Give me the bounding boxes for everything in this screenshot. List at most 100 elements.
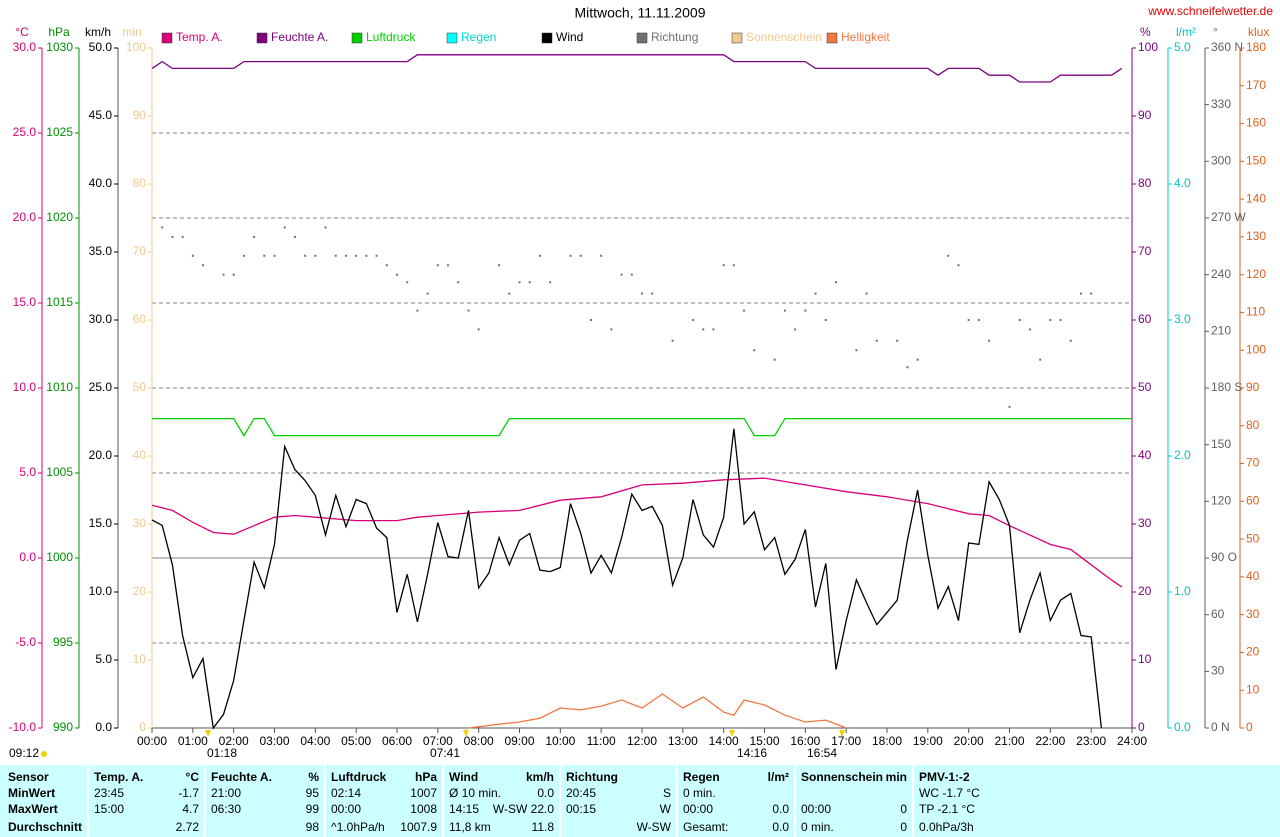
direction-dot [467,309,470,312]
series-line [152,417,1132,437]
direction-dot [1039,358,1042,361]
axis-tick-label: 90 O [1211,550,1237,564]
axis-tick-label: 70 [133,244,147,258]
direction-dot [171,235,174,238]
direction-dot [416,309,419,312]
axis-tick-label: 70 [1138,244,1152,258]
annotation-marker [205,730,211,737]
table-cell: MaxWert [8,802,58,816]
direction-dot [671,339,674,342]
direction-dot [824,319,827,321]
table-cell: hPa [415,770,437,784]
table-cell: Wind [449,770,478,784]
axis-tick-label: 0.0 [95,720,112,734]
axis-tick-label: 20.0 [13,210,37,224]
axis-tick-label: 10 [1246,682,1260,696]
legend-swatch [351,32,363,44]
table-cell: 0.0 [772,802,789,816]
axis-tick-label: 60 [133,312,147,326]
table-cell: 1008 [410,802,437,816]
x-tick-label: 09:00 [504,734,534,748]
table-cell: Gesamt: [683,820,728,834]
axis-tick-label: 30 [1211,664,1225,678]
axis-tick-label: 995 [53,635,73,649]
direction-dot [875,339,878,342]
axis-tick-label: 70 [1246,456,1260,470]
axis-tick-label: 25.0 [13,125,37,139]
x-tick-label: 04:00 [300,734,330,748]
axis-tick-label: 40 [1246,569,1260,583]
table-cell: 21:00 [211,786,241,800]
direction-dot [365,254,368,257]
axis-tick-label: 100 [1246,342,1266,356]
table-cell: 99 [306,802,320,816]
axis-tick-label: 1030 [46,40,73,54]
legend-swatch [256,32,268,44]
axis-unit: min [122,25,141,39]
axis-tick-label: -10.0 [9,720,37,734]
direction-dot [334,254,337,257]
legend-swatch [826,32,838,44]
axis-tick-label: 0.0 [1174,720,1191,734]
axis-tick-label: 120 [1246,267,1266,281]
direction-dot [1069,339,1072,342]
axis-tick-label: 80 [133,176,147,190]
direction-dot [916,358,919,361]
table-cell: 0.0 [772,820,789,834]
direction-dot [641,292,643,295]
series-line [151,477,1123,588]
legend-swatch [636,32,648,44]
direction-dot [314,254,317,257]
axis-tick-label: 270 W [1211,210,1246,224]
table-cell: Regen [683,770,720,784]
direction-dot [518,281,521,284]
table-cell: Feuchte A. [211,770,272,784]
axis-tick-label: 130 [1246,229,1266,243]
table-cell: Sensor [8,770,49,784]
legend-swatch [161,32,173,44]
table-cell: % [308,770,319,784]
annotation: 14:16 [737,746,767,760]
x-tick-label: 11:00 [587,734,616,748]
axis-tick-label: 60 [1211,607,1225,621]
axis-tick-label: 80 [1246,418,1260,432]
table-cell: S [663,786,671,800]
annotation-marker [463,730,469,737]
axis-unit: l/m² [1176,25,1196,39]
axis-tick-label: 15.0 [89,516,113,530]
annotation: 09:12 [9,746,39,760]
axis-tick-label: 2.0 [1174,448,1191,462]
direction-dot [1090,292,1093,295]
direction-dot [477,328,480,331]
axis-tick-label: 20 [1138,584,1152,598]
table-cell: 00:00 [801,802,831,816]
axis-tick-label: 50 [133,380,147,394]
direction-dot [161,226,164,229]
table-cell: °C [186,770,200,784]
direction-dot [528,281,531,284]
direction-dot [355,254,358,257]
direction-dot [1018,319,1021,321]
x-tick-label: 15:00 [749,734,779,748]
legend-label: Luftdruck [366,30,416,44]
axis-tick-label: 180 S [1211,380,1242,394]
axis-tick-label: 35.0 [89,244,113,258]
direction-dot [1079,292,1082,295]
axis-tick-label: 160 [1246,116,1266,130]
axis-tick-label: 50 [1246,531,1260,545]
table-cell: Richtung [566,770,618,784]
axis-tick-label: 1000 [46,550,73,564]
axis-tick-label: 210 [1211,324,1231,338]
axis-tick-label: 4.0 [1174,176,1191,190]
direction-dot [896,339,899,342]
direction-dot [753,349,756,352]
series-line [151,54,1123,83]
direction-dot [814,292,817,295]
axis-tick-label: 170 [1246,78,1266,92]
x-tick-label: 13:00 [668,734,698,748]
axis-tick-label: 20 [133,584,147,598]
axis-tick-label: 100 [1138,40,1158,54]
axis-tick-label: 3.0 [1174,312,1191,326]
table-cell: 15:00 [94,802,124,816]
